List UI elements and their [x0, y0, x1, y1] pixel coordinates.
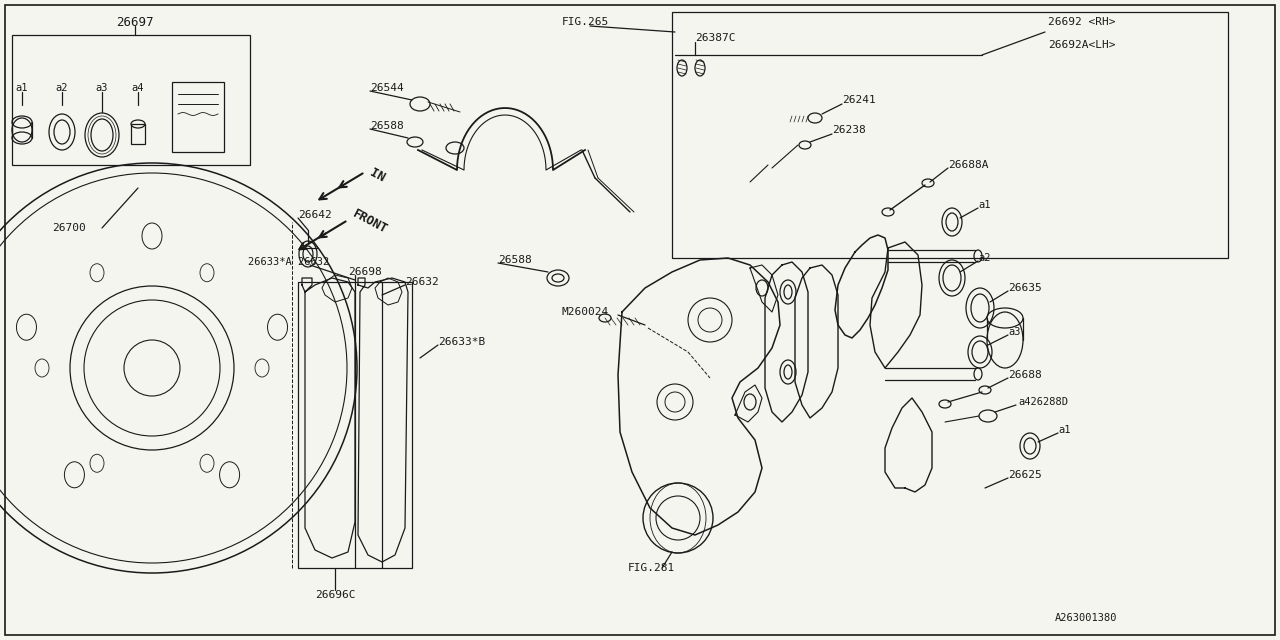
Text: M260024: M260024	[562, 307, 609, 317]
Text: 26635: 26635	[1009, 283, 1042, 293]
Text: 26625: 26625	[1009, 470, 1042, 480]
Text: 26692 <RH>: 26692 <RH>	[1048, 17, 1115, 27]
Text: a1: a1	[978, 200, 991, 210]
Text: A263001380: A263001380	[1055, 613, 1117, 623]
Text: IN: IN	[369, 166, 388, 184]
Text: a3: a3	[1009, 327, 1020, 337]
Text: 26633*B: 26633*B	[438, 337, 485, 347]
Bar	[131, 124, 145, 144]
Text: 26633*A 26632: 26633*A 26632	[248, 257, 329, 267]
Text: a2: a2	[56, 83, 68, 93]
Bar	[298, 282, 412, 568]
Text: 26588: 26588	[498, 255, 531, 265]
Text: FIG.281: FIG.281	[628, 563, 676, 573]
Text: 26642: 26642	[298, 210, 332, 220]
Text: 26700: 26700	[52, 223, 86, 233]
Text: a2: a2	[978, 253, 991, 263]
Text: 26632: 26632	[404, 277, 439, 287]
Text: 26238: 26238	[832, 125, 865, 135]
Text: FIG.265: FIG.265	[562, 17, 609, 27]
Bar	[12, 35, 250, 165]
Text: a4: a4	[132, 83, 145, 93]
Text: 26241: 26241	[842, 95, 876, 105]
Text: 26387C: 26387C	[695, 33, 736, 43]
Text: 26544: 26544	[370, 83, 403, 93]
Text: FRONT: FRONT	[349, 207, 389, 237]
Bar	[672, 12, 1228, 258]
Text: 26698: 26698	[348, 267, 381, 277]
Bar	[172, 82, 224, 152]
Text: a1: a1	[1059, 425, 1070, 435]
Text: a3: a3	[96, 83, 109, 93]
Text: 26692A<LH>: 26692A<LH>	[1048, 40, 1115, 50]
Text: a426288D: a426288D	[1018, 397, 1068, 407]
Text: 26588: 26588	[370, 121, 403, 131]
Text: 26688: 26688	[1009, 370, 1042, 380]
Text: 26696C: 26696C	[315, 590, 356, 600]
Text: a1: a1	[15, 83, 28, 93]
Text: 26697: 26697	[116, 15, 154, 29]
Text: 26688A: 26688A	[948, 160, 988, 170]
